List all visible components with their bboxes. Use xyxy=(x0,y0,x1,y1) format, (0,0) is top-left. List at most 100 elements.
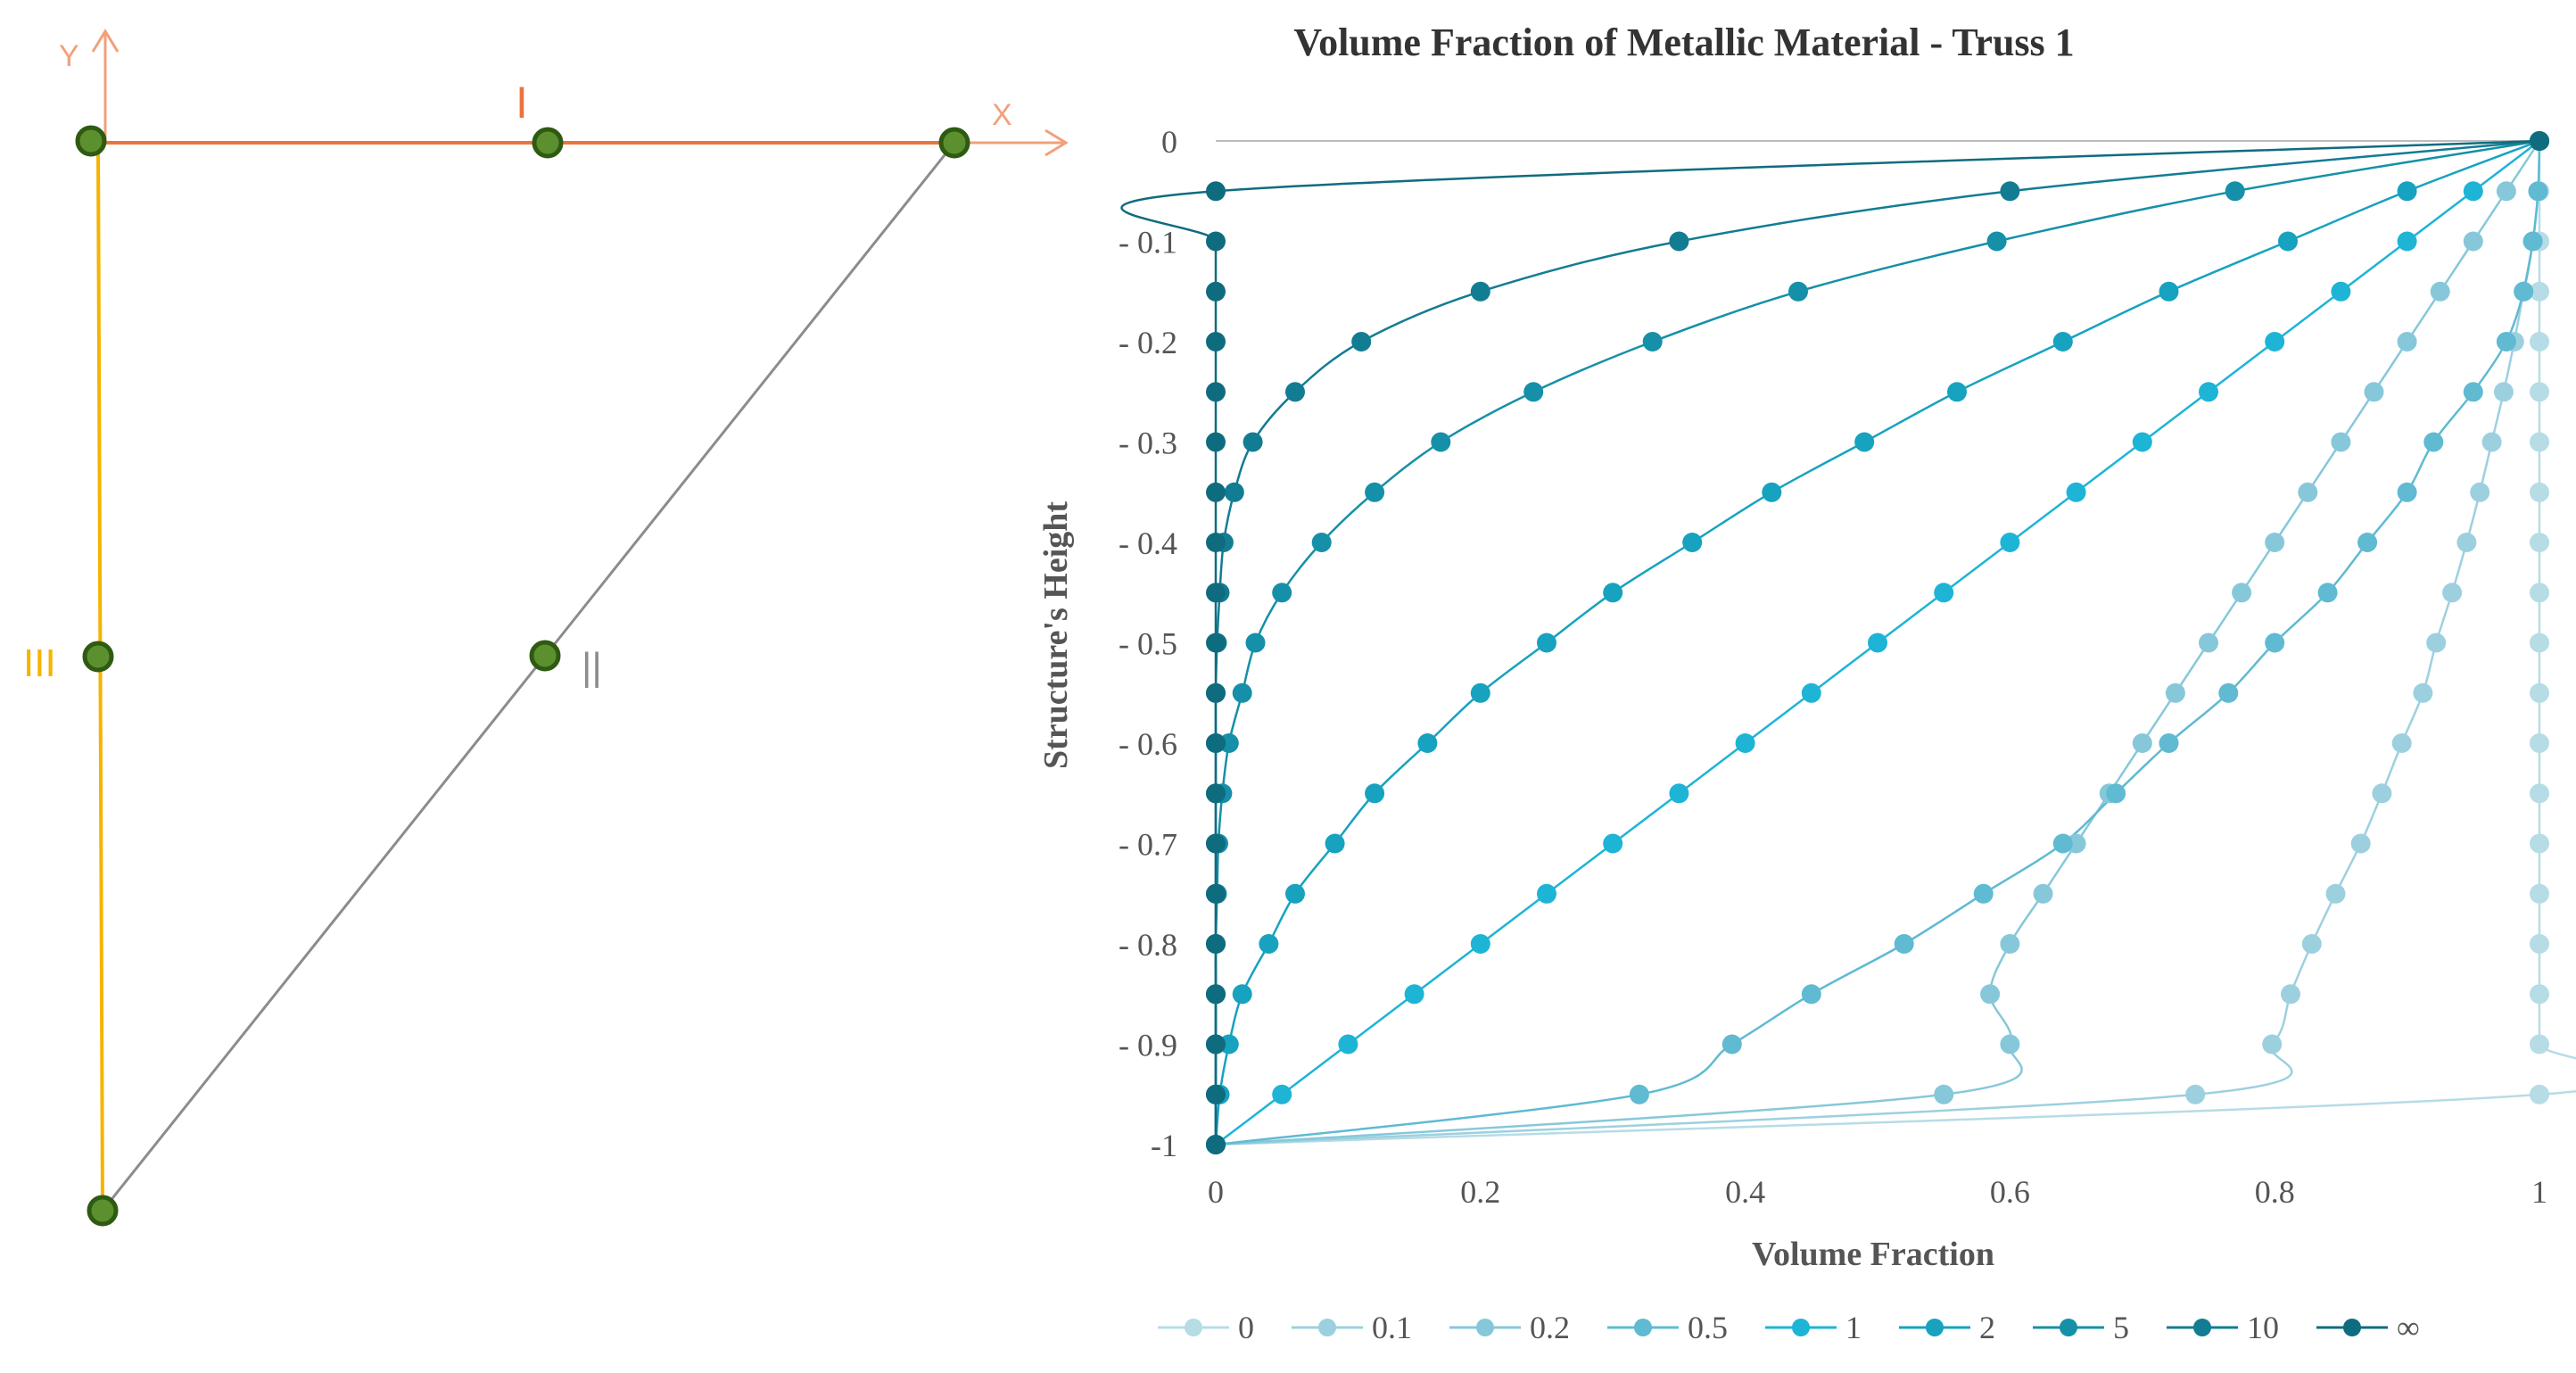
data-point xyxy=(1232,984,1252,1005)
data-point xyxy=(2530,633,2549,653)
truss-node xyxy=(75,125,107,157)
data-point xyxy=(2530,883,2549,904)
data-point xyxy=(2397,181,2417,202)
data-point xyxy=(1206,934,1226,954)
x-axis-arrowhead xyxy=(1044,128,1069,157)
data-point xyxy=(2397,332,2417,352)
data-point xyxy=(2530,682,2549,703)
data-point xyxy=(2265,533,2285,552)
data-point xyxy=(1523,382,1544,402)
data-point xyxy=(1470,682,1490,703)
y-axis-title: Structure's Height xyxy=(1037,501,1075,769)
data-point xyxy=(2159,281,2179,302)
data-point xyxy=(2159,733,2179,753)
data-point xyxy=(2199,633,2218,653)
y-tick-label: - 0.7 xyxy=(1119,827,1177,863)
data-point xyxy=(2281,984,2300,1005)
data-point xyxy=(1206,833,1226,854)
legend-item: ∞ xyxy=(2316,1310,2420,1345)
data-point xyxy=(2530,733,2549,753)
data-point xyxy=(2463,181,2483,202)
data-point xyxy=(2033,883,2053,904)
data-point xyxy=(1801,682,1821,703)
data-point xyxy=(1894,934,1914,954)
y-tick-label: - 0.2 xyxy=(1119,325,1177,360)
x-tick-label: 0.4 xyxy=(1725,1174,1765,1210)
data-point xyxy=(2132,432,2152,452)
truss-node xyxy=(938,127,970,159)
data-point xyxy=(1272,1084,1292,1104)
data-point xyxy=(2052,833,2073,854)
data-point xyxy=(1735,733,1755,753)
legend-label: 1 xyxy=(1845,1310,1862,1345)
data-point xyxy=(1232,682,1252,703)
data-point xyxy=(2530,432,2549,452)
data-point xyxy=(2132,733,2152,753)
legend-label: 0.2 xyxy=(1530,1310,1570,1345)
data-point xyxy=(1206,583,1226,603)
legend-swatch-marker xyxy=(2060,1319,2077,1336)
data-point xyxy=(2481,432,2502,452)
data-point xyxy=(1311,533,1332,552)
data-point xyxy=(2530,482,2549,502)
data-point xyxy=(1272,583,1292,603)
y-tick-labels: 0 - 0.1 - 0.2 - 0.3 - 0.4 - 0.5 - 0.6 - 0.7 - 0.… xyxy=(1119,124,1177,1163)
legend-label: 0.5 xyxy=(1688,1310,1728,1345)
data-point xyxy=(2325,883,2346,904)
data-point xyxy=(2052,332,2073,352)
data-point xyxy=(2528,181,2548,202)
legend-swatch-marker xyxy=(1926,1319,1944,1336)
data-point xyxy=(2530,1084,2549,1104)
data-point xyxy=(1243,432,1263,452)
data-point xyxy=(2530,533,2549,552)
y-tick-label: 0 xyxy=(1161,124,1177,160)
data-point xyxy=(1603,833,1623,854)
legend-item: 0.2 xyxy=(1449,1310,1570,1345)
legend-swatch-marker xyxy=(2343,1319,2361,1336)
data-point xyxy=(2364,382,2384,402)
x-tick-label: 0.6 xyxy=(1990,1174,2030,1210)
data-point xyxy=(1603,583,1623,603)
data-point xyxy=(2530,382,2549,402)
data-point xyxy=(1431,432,1451,452)
data-point xyxy=(1206,181,1226,202)
data-point xyxy=(1206,482,1226,502)
legend-label: 2 xyxy=(1979,1310,1995,1345)
y-tick-label: - 0.4 xyxy=(1119,525,1177,561)
legend-swatch-marker xyxy=(1792,1319,1810,1336)
series-markers xyxy=(1206,131,2549,1154)
data-point xyxy=(2397,231,2417,252)
data-point xyxy=(1206,533,1226,552)
data-point xyxy=(1934,1084,1954,1104)
data-point xyxy=(1325,833,1345,854)
data-point xyxy=(1245,633,1266,653)
data-point xyxy=(2530,1034,2549,1055)
data-point xyxy=(1351,332,1372,352)
data-point xyxy=(1338,1034,1358,1055)
x-tick-label: 0 xyxy=(1208,1174,1224,1210)
data-point xyxy=(1642,332,1663,352)
data-point xyxy=(2530,934,2549,954)
member-label-III: III xyxy=(23,641,56,685)
chart-title: Volume Fraction of Metallic Material - T… xyxy=(1293,21,2074,64)
data-point xyxy=(2225,181,2245,202)
data-point xyxy=(1206,281,1226,302)
data-point xyxy=(1669,231,1689,252)
x-axis-title: Volume Fraction xyxy=(1752,1236,1994,1273)
data-point xyxy=(2199,382,2218,402)
legend-item: 0 xyxy=(1158,1310,1254,1345)
data-point xyxy=(1206,332,1226,352)
x-tick-labels: 0 0.2 0.4 0.6 0.8 1 xyxy=(1208,1174,2547,1210)
legend: 0 0.1 0.2 0.5 1 2 5 10 ∞ xyxy=(1158,1310,2420,1345)
legend-swatch-marker xyxy=(1476,1319,1494,1336)
data-point xyxy=(1868,633,1887,653)
data-point xyxy=(1285,382,1305,402)
data-point xyxy=(2000,181,2020,202)
y-tick-label: - 0.5 xyxy=(1119,626,1177,662)
data-point xyxy=(1206,1135,1226,1154)
data-point xyxy=(1206,883,1226,904)
data-point xyxy=(2530,783,2549,804)
data-point xyxy=(2530,984,2549,1005)
legend-item: 0.5 xyxy=(1607,1310,1728,1345)
data-point xyxy=(2000,533,2020,552)
